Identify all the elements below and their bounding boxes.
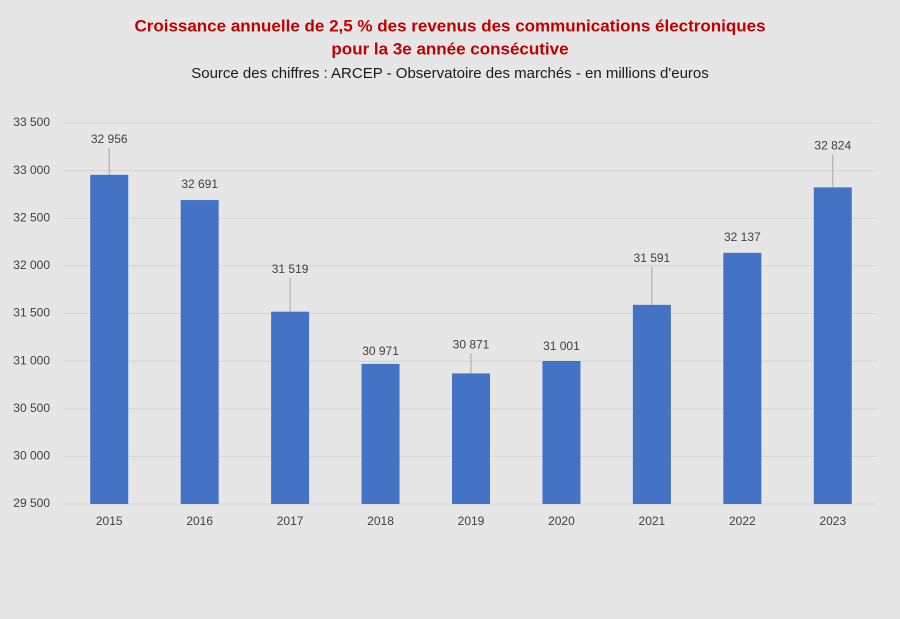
- x-tick-label: 2021: [639, 514, 666, 528]
- x-tick-label: 2022: [729, 514, 756, 528]
- value-label: 32 956: [91, 132, 128, 146]
- y-tick-label: 29 500: [13, 496, 50, 510]
- x-tick-label: 2018: [367, 514, 394, 528]
- x-tick-label: 2015: [96, 514, 123, 528]
- y-tick-label: 30 500: [13, 401, 50, 415]
- x-tick-label: 2017: [277, 514, 304, 528]
- value-label: 30 971: [362, 344, 399, 358]
- y-tick-label: 31 500: [13, 306, 50, 320]
- chart-subtitle: Source des chiffres : ARCEP - Observatoi…: [191, 65, 709, 82]
- value-label: 30 871: [453, 338, 490, 352]
- y-tick-label: 33 000: [13, 163, 50, 177]
- chart-title: Croissance annuelle de 2,5 % des revenus…: [134, 16, 765, 35]
- y-tick-label: 32 000: [13, 258, 50, 272]
- value-label: 32 691: [181, 177, 218, 191]
- x-tick-label: 2019: [458, 514, 485, 528]
- bar: [632, 304, 671, 504]
- x-tick-label: 2020: [548, 514, 575, 528]
- x-tick-label: 2023: [819, 514, 846, 528]
- value-label: 31 591: [634, 251, 671, 265]
- bar: [813, 187, 852, 504]
- value-label: 31 519: [272, 262, 309, 276]
- value-label: 32 137: [724, 230, 761, 244]
- value-label: 31 001: [543, 339, 580, 353]
- value-label: 32 824: [814, 139, 851, 153]
- bar: [542, 361, 581, 504]
- y-tick-label: 31 000: [13, 353, 50, 367]
- bar: [361, 363, 400, 504]
- bar: [271, 311, 310, 504]
- bar: [90, 174, 129, 505]
- y-tick-label: 32 500: [13, 210, 50, 224]
- bar: [723, 252, 762, 504]
- bar: [452, 373, 490, 504]
- y-tick-label: 30 000: [13, 449, 50, 463]
- chart-title: pour la 3e année consécutive: [331, 39, 568, 58]
- x-tick-label: 2016: [186, 514, 213, 528]
- bar: [180, 200, 219, 504]
- y-tick-label: 33 500: [13, 115, 50, 129]
